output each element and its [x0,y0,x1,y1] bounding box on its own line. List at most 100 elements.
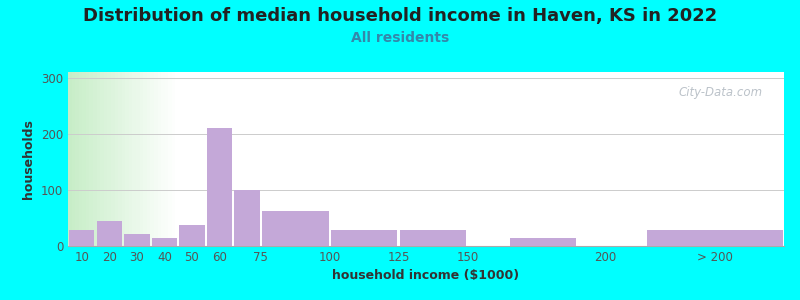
Bar [602,72,605,246]
Bar [399,230,466,246]
Bar [522,72,526,246]
Bar [623,72,626,246]
Bar [165,72,168,246]
Bar [619,72,623,246]
Bar [394,72,398,246]
Bar [454,72,458,246]
Bar [344,72,347,246]
Bar [647,230,783,246]
Bar [318,72,322,246]
Bar [433,72,437,246]
Bar [505,72,508,246]
Bar [75,72,78,246]
Bar [104,72,107,246]
Bar [68,72,71,246]
Bar [616,72,619,246]
Bar [508,72,512,246]
Bar [405,72,408,246]
Bar [510,238,576,246]
Bar [236,72,240,246]
Bar [276,72,279,246]
Bar [82,72,86,246]
Bar [781,72,784,246]
Bar [154,72,158,246]
Bar [537,72,541,246]
Bar [262,72,265,246]
Bar [111,72,114,246]
Bar [233,72,236,246]
Bar [555,72,558,246]
Bar [473,72,476,246]
Bar [100,72,104,246]
Bar [182,72,186,246]
Bar [93,72,97,246]
Bar [594,72,598,246]
Bar [573,72,576,246]
Bar [152,238,177,246]
Bar [369,72,372,246]
Bar [706,72,709,246]
Bar [308,72,311,246]
Bar [641,72,644,246]
Bar [673,72,677,246]
Bar [748,72,752,246]
Bar [677,72,680,246]
Bar [208,72,211,246]
Bar [544,72,548,246]
Bar [447,72,451,246]
Bar [204,72,208,246]
Bar [262,211,329,246]
Bar [530,72,534,246]
Bar [626,72,630,246]
Bar [638,72,641,246]
Bar [175,72,179,246]
Bar [444,72,447,246]
Bar [466,72,469,246]
Bar [365,72,369,246]
Bar [759,72,762,246]
Bar [71,72,75,246]
Bar [558,72,562,246]
Bar [265,72,269,246]
Bar [126,72,129,246]
Bar [279,72,283,246]
Bar [269,72,272,246]
Bar [234,190,260,246]
Bar [483,72,487,246]
Bar [354,72,358,246]
Bar [161,72,165,246]
Bar [694,72,698,246]
X-axis label: household income ($1000): household income ($1000) [333,269,519,282]
Bar [590,72,594,246]
Bar [548,72,551,246]
Bar [501,72,505,246]
Bar [684,72,687,246]
Bar [301,72,304,246]
Bar [172,72,175,246]
Bar [755,72,759,246]
Bar [118,72,122,246]
Bar [723,72,726,246]
Bar [297,72,301,246]
Bar [194,72,197,246]
Bar [337,72,340,246]
Bar [576,72,580,246]
Bar [691,72,694,246]
Bar [362,72,365,246]
Bar [451,72,454,246]
Bar [437,72,440,246]
Bar [752,72,755,246]
Bar [97,72,100,246]
Bar [122,72,126,246]
Bar [651,72,655,246]
Bar [140,72,143,246]
Bar [168,72,172,246]
Bar [430,72,433,246]
Bar [240,72,243,246]
Bar [583,72,587,246]
Bar [702,72,706,246]
Bar [469,72,473,246]
Bar [330,230,398,246]
Bar [201,72,204,246]
Bar [282,72,286,246]
